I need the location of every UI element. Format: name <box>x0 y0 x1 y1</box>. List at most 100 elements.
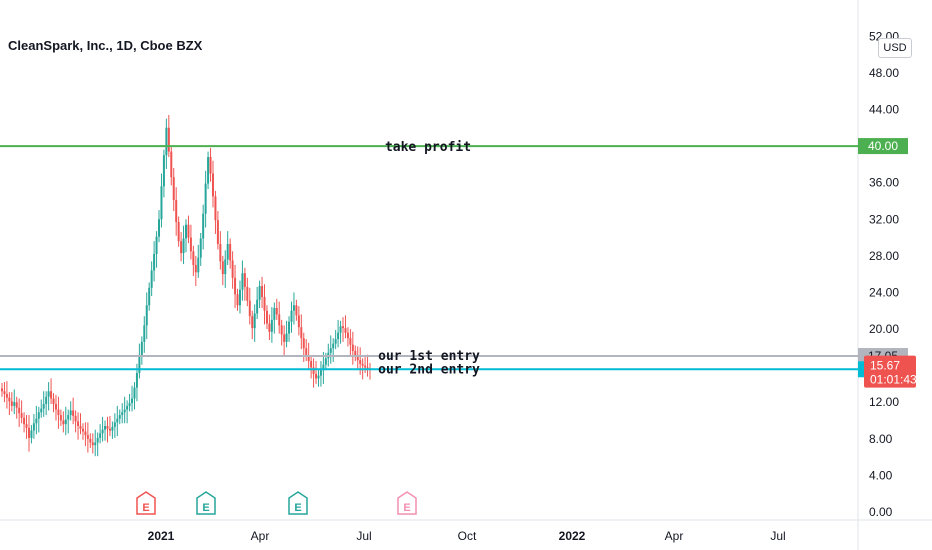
candle-body <box>13 402 16 406</box>
candle <box>216 211 219 250</box>
earnings-marker[interactable]: E <box>196 491 216 515</box>
candle-body <box>74 415 77 422</box>
candle <box>101 416 104 442</box>
y-tick-label: 4.00 <box>869 468 893 482</box>
candle-body <box>207 157 210 184</box>
candle-body <box>30 430 33 438</box>
candle-body <box>135 372 138 388</box>
candle <box>332 338 335 362</box>
candle-body <box>241 273 244 290</box>
y-tick-label: 24.00 <box>869 285 899 299</box>
candle <box>231 251 234 289</box>
candle <box>106 416 109 443</box>
y-tick-label: 32.00 <box>869 212 899 226</box>
candle-body <box>268 323 271 332</box>
candle <box>283 325 286 356</box>
candle <box>346 327 349 347</box>
candle-body <box>162 155 165 187</box>
last-price-value: 15.67 <box>870 359 900 373</box>
level-label: our 1st entry <box>378 349 480 364</box>
level-price-tag-text: 40.00 <box>868 139 898 153</box>
candle-body <box>77 421 80 427</box>
candle-body <box>236 294 239 306</box>
level-label: take profit <box>385 140 471 155</box>
candle-body <box>84 431 87 436</box>
currency-button[interactable]: USD <box>878 38 912 58</box>
candle-body <box>182 238 185 254</box>
candle <box>1 383 3 397</box>
candle <box>263 284 266 325</box>
candle-body <box>354 350 357 356</box>
candle-body <box>302 338 305 349</box>
candle <box>253 304 256 342</box>
candle <box>243 267 246 301</box>
candle-body <box>253 313 256 329</box>
candle <box>10 392 13 412</box>
x-tick-label: Apr <box>251 529 270 543</box>
candle-body <box>292 305 295 311</box>
x-tick-label: 2022 <box>559 529 586 543</box>
candle-body <box>158 219 161 237</box>
candle-body <box>67 415 70 420</box>
candle-body <box>214 196 217 221</box>
candle <box>81 423 84 440</box>
candle <box>182 225 185 265</box>
candle-body <box>79 426 82 429</box>
candle <box>273 302 276 334</box>
candle-body <box>361 363 364 366</box>
candle-body <box>145 305 148 326</box>
candle-body <box>3 391 6 394</box>
candle-body <box>106 426 109 429</box>
earnings-marker[interactable]: E <box>136 491 156 515</box>
earnings-marker[interactable]: E <box>288 491 308 515</box>
price-axis[interactable]: 0.004.008.0012.0016.0020.0024.0028.0032.… <box>869 29 899 519</box>
candle-body <box>42 404 45 409</box>
candle-body <box>251 316 254 329</box>
candle <box>175 187 178 236</box>
earnings-marker[interactable]: E <box>397 491 417 515</box>
candle <box>18 398 21 427</box>
candle-body <box>339 326 342 333</box>
candle-body <box>290 310 293 322</box>
candle-body <box>111 426 114 431</box>
candle <box>197 244 200 278</box>
candle <box>258 280 261 308</box>
candle <box>143 316 146 353</box>
candle-body <box>94 442 97 446</box>
candle <box>30 425 33 444</box>
candle-body <box>185 224 187 239</box>
candle <box>185 219 187 253</box>
candle <box>229 238 232 269</box>
candle <box>278 301 281 334</box>
candle-body <box>204 183 207 214</box>
candle-body <box>329 348 332 353</box>
candle-body <box>288 321 291 334</box>
candle <box>288 316 291 342</box>
candle <box>54 394 57 421</box>
candle <box>292 292 295 325</box>
candle-body <box>170 151 173 178</box>
candle-body <box>32 423 35 431</box>
candle <box>62 411 65 433</box>
candle <box>209 147 212 182</box>
candle <box>322 351 325 384</box>
candle-body <box>300 327 303 339</box>
candle <box>153 241 156 282</box>
candle-body <box>47 391 50 397</box>
candle-body <box>64 419 67 425</box>
candle <box>8 392 11 416</box>
candle <box>167 114 170 158</box>
x-tick-label: 2021 <box>148 529 175 543</box>
time-axis[interactable]: 2021 Apr Jul Oct 2022 Apr Jul <box>148 529 786 543</box>
candle <box>295 299 298 321</box>
candle-body <box>310 361 313 368</box>
candle-body <box>261 286 264 298</box>
candle <box>300 314 303 350</box>
candle <box>99 424 102 444</box>
